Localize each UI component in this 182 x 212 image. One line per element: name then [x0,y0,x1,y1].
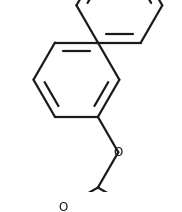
Text: O: O [114,146,123,159]
Text: O: O [58,201,67,212]
